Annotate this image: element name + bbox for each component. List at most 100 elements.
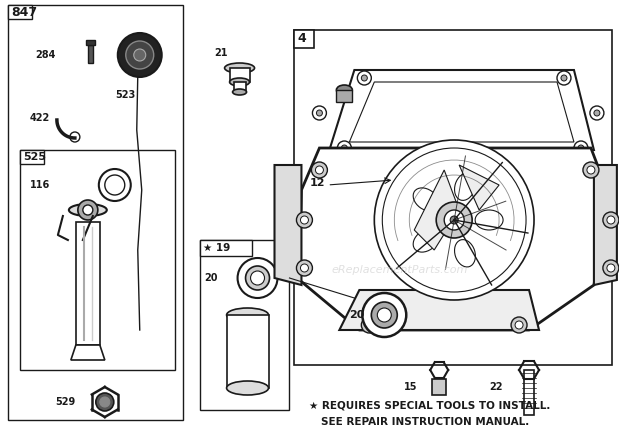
Bar xyxy=(337,90,352,102)
Circle shape xyxy=(365,321,373,329)
Bar xyxy=(200,240,290,410)
Circle shape xyxy=(515,321,523,329)
Circle shape xyxy=(96,393,114,411)
Circle shape xyxy=(126,41,154,69)
Text: ★ 19: ★ 19 xyxy=(203,243,230,253)
Circle shape xyxy=(100,397,110,407)
Circle shape xyxy=(361,317,378,333)
Polygon shape xyxy=(329,70,594,150)
Circle shape xyxy=(594,110,600,116)
Bar xyxy=(229,68,249,82)
Text: 529: 529 xyxy=(55,397,75,407)
Polygon shape xyxy=(339,290,539,330)
Bar xyxy=(226,315,268,388)
Circle shape xyxy=(607,264,615,272)
Circle shape xyxy=(316,166,324,174)
Circle shape xyxy=(578,145,584,151)
Text: 284: 284 xyxy=(35,50,55,60)
Circle shape xyxy=(78,200,98,220)
Text: 15: 15 xyxy=(404,382,418,392)
Circle shape xyxy=(511,317,527,333)
Circle shape xyxy=(450,216,458,224)
Bar xyxy=(432,379,446,395)
Circle shape xyxy=(134,49,146,61)
Ellipse shape xyxy=(232,89,247,95)
Polygon shape xyxy=(459,165,499,210)
Circle shape xyxy=(378,308,391,322)
Polygon shape xyxy=(275,165,301,285)
Polygon shape xyxy=(349,82,574,142)
Bar xyxy=(294,30,612,365)
Circle shape xyxy=(105,175,125,195)
Circle shape xyxy=(312,106,326,120)
Circle shape xyxy=(342,145,347,151)
Ellipse shape xyxy=(337,85,352,95)
Ellipse shape xyxy=(454,240,476,267)
Bar xyxy=(88,45,93,63)
Text: 847: 847 xyxy=(11,5,37,18)
Circle shape xyxy=(603,260,619,276)
Circle shape xyxy=(337,141,352,155)
Bar xyxy=(20,150,175,370)
Bar xyxy=(8,5,32,19)
Ellipse shape xyxy=(454,173,476,200)
Polygon shape xyxy=(594,165,617,285)
Text: SEE REPAIR INSTRUCTION MANUAL.: SEE REPAIR INSTRUCTION MANUAL. xyxy=(321,417,529,427)
Circle shape xyxy=(607,216,615,224)
Text: 12: 12 xyxy=(309,178,325,188)
Polygon shape xyxy=(299,148,609,330)
Circle shape xyxy=(361,75,367,81)
Circle shape xyxy=(311,162,327,178)
Text: 20: 20 xyxy=(349,310,365,320)
Ellipse shape xyxy=(413,229,438,252)
Ellipse shape xyxy=(226,381,268,395)
Ellipse shape xyxy=(226,308,268,322)
Circle shape xyxy=(301,264,308,272)
Ellipse shape xyxy=(224,63,255,73)
Polygon shape xyxy=(71,345,105,360)
Bar xyxy=(200,240,252,256)
Ellipse shape xyxy=(69,204,107,216)
Bar xyxy=(294,30,314,48)
Bar xyxy=(8,5,183,420)
Bar xyxy=(86,40,95,45)
Text: 20: 20 xyxy=(205,273,218,283)
Circle shape xyxy=(316,110,322,116)
Bar xyxy=(20,150,44,164)
Circle shape xyxy=(436,202,472,238)
Circle shape xyxy=(371,302,397,328)
Circle shape xyxy=(357,71,371,85)
Circle shape xyxy=(574,141,588,155)
Circle shape xyxy=(301,216,308,224)
Bar xyxy=(76,222,100,345)
Circle shape xyxy=(590,106,604,120)
Text: ★ REQUIRES SPECIAL TOOLS TO INSTALL.: ★ REQUIRES SPECIAL TOOLS TO INSTALL. xyxy=(309,400,551,410)
Text: 22: 22 xyxy=(489,382,503,392)
Text: 4: 4 xyxy=(298,33,306,45)
Circle shape xyxy=(118,33,162,77)
Circle shape xyxy=(383,148,526,292)
Text: 525: 525 xyxy=(23,152,46,162)
Circle shape xyxy=(603,212,619,228)
Ellipse shape xyxy=(475,210,503,230)
Circle shape xyxy=(557,71,571,85)
Ellipse shape xyxy=(229,78,249,86)
Circle shape xyxy=(362,293,406,337)
Circle shape xyxy=(587,166,595,174)
Polygon shape xyxy=(414,170,459,250)
Circle shape xyxy=(444,210,464,230)
Bar xyxy=(234,82,246,92)
Text: 21: 21 xyxy=(215,48,228,58)
Text: 116: 116 xyxy=(30,180,50,190)
Bar xyxy=(524,370,534,415)
Circle shape xyxy=(296,260,312,276)
Circle shape xyxy=(250,271,265,285)
Circle shape xyxy=(83,205,93,215)
Circle shape xyxy=(561,75,567,81)
Circle shape xyxy=(246,266,270,290)
Ellipse shape xyxy=(413,188,438,211)
Circle shape xyxy=(70,132,80,142)
Text: 523: 523 xyxy=(115,90,135,100)
Text: 422: 422 xyxy=(30,113,50,123)
Circle shape xyxy=(374,140,534,300)
